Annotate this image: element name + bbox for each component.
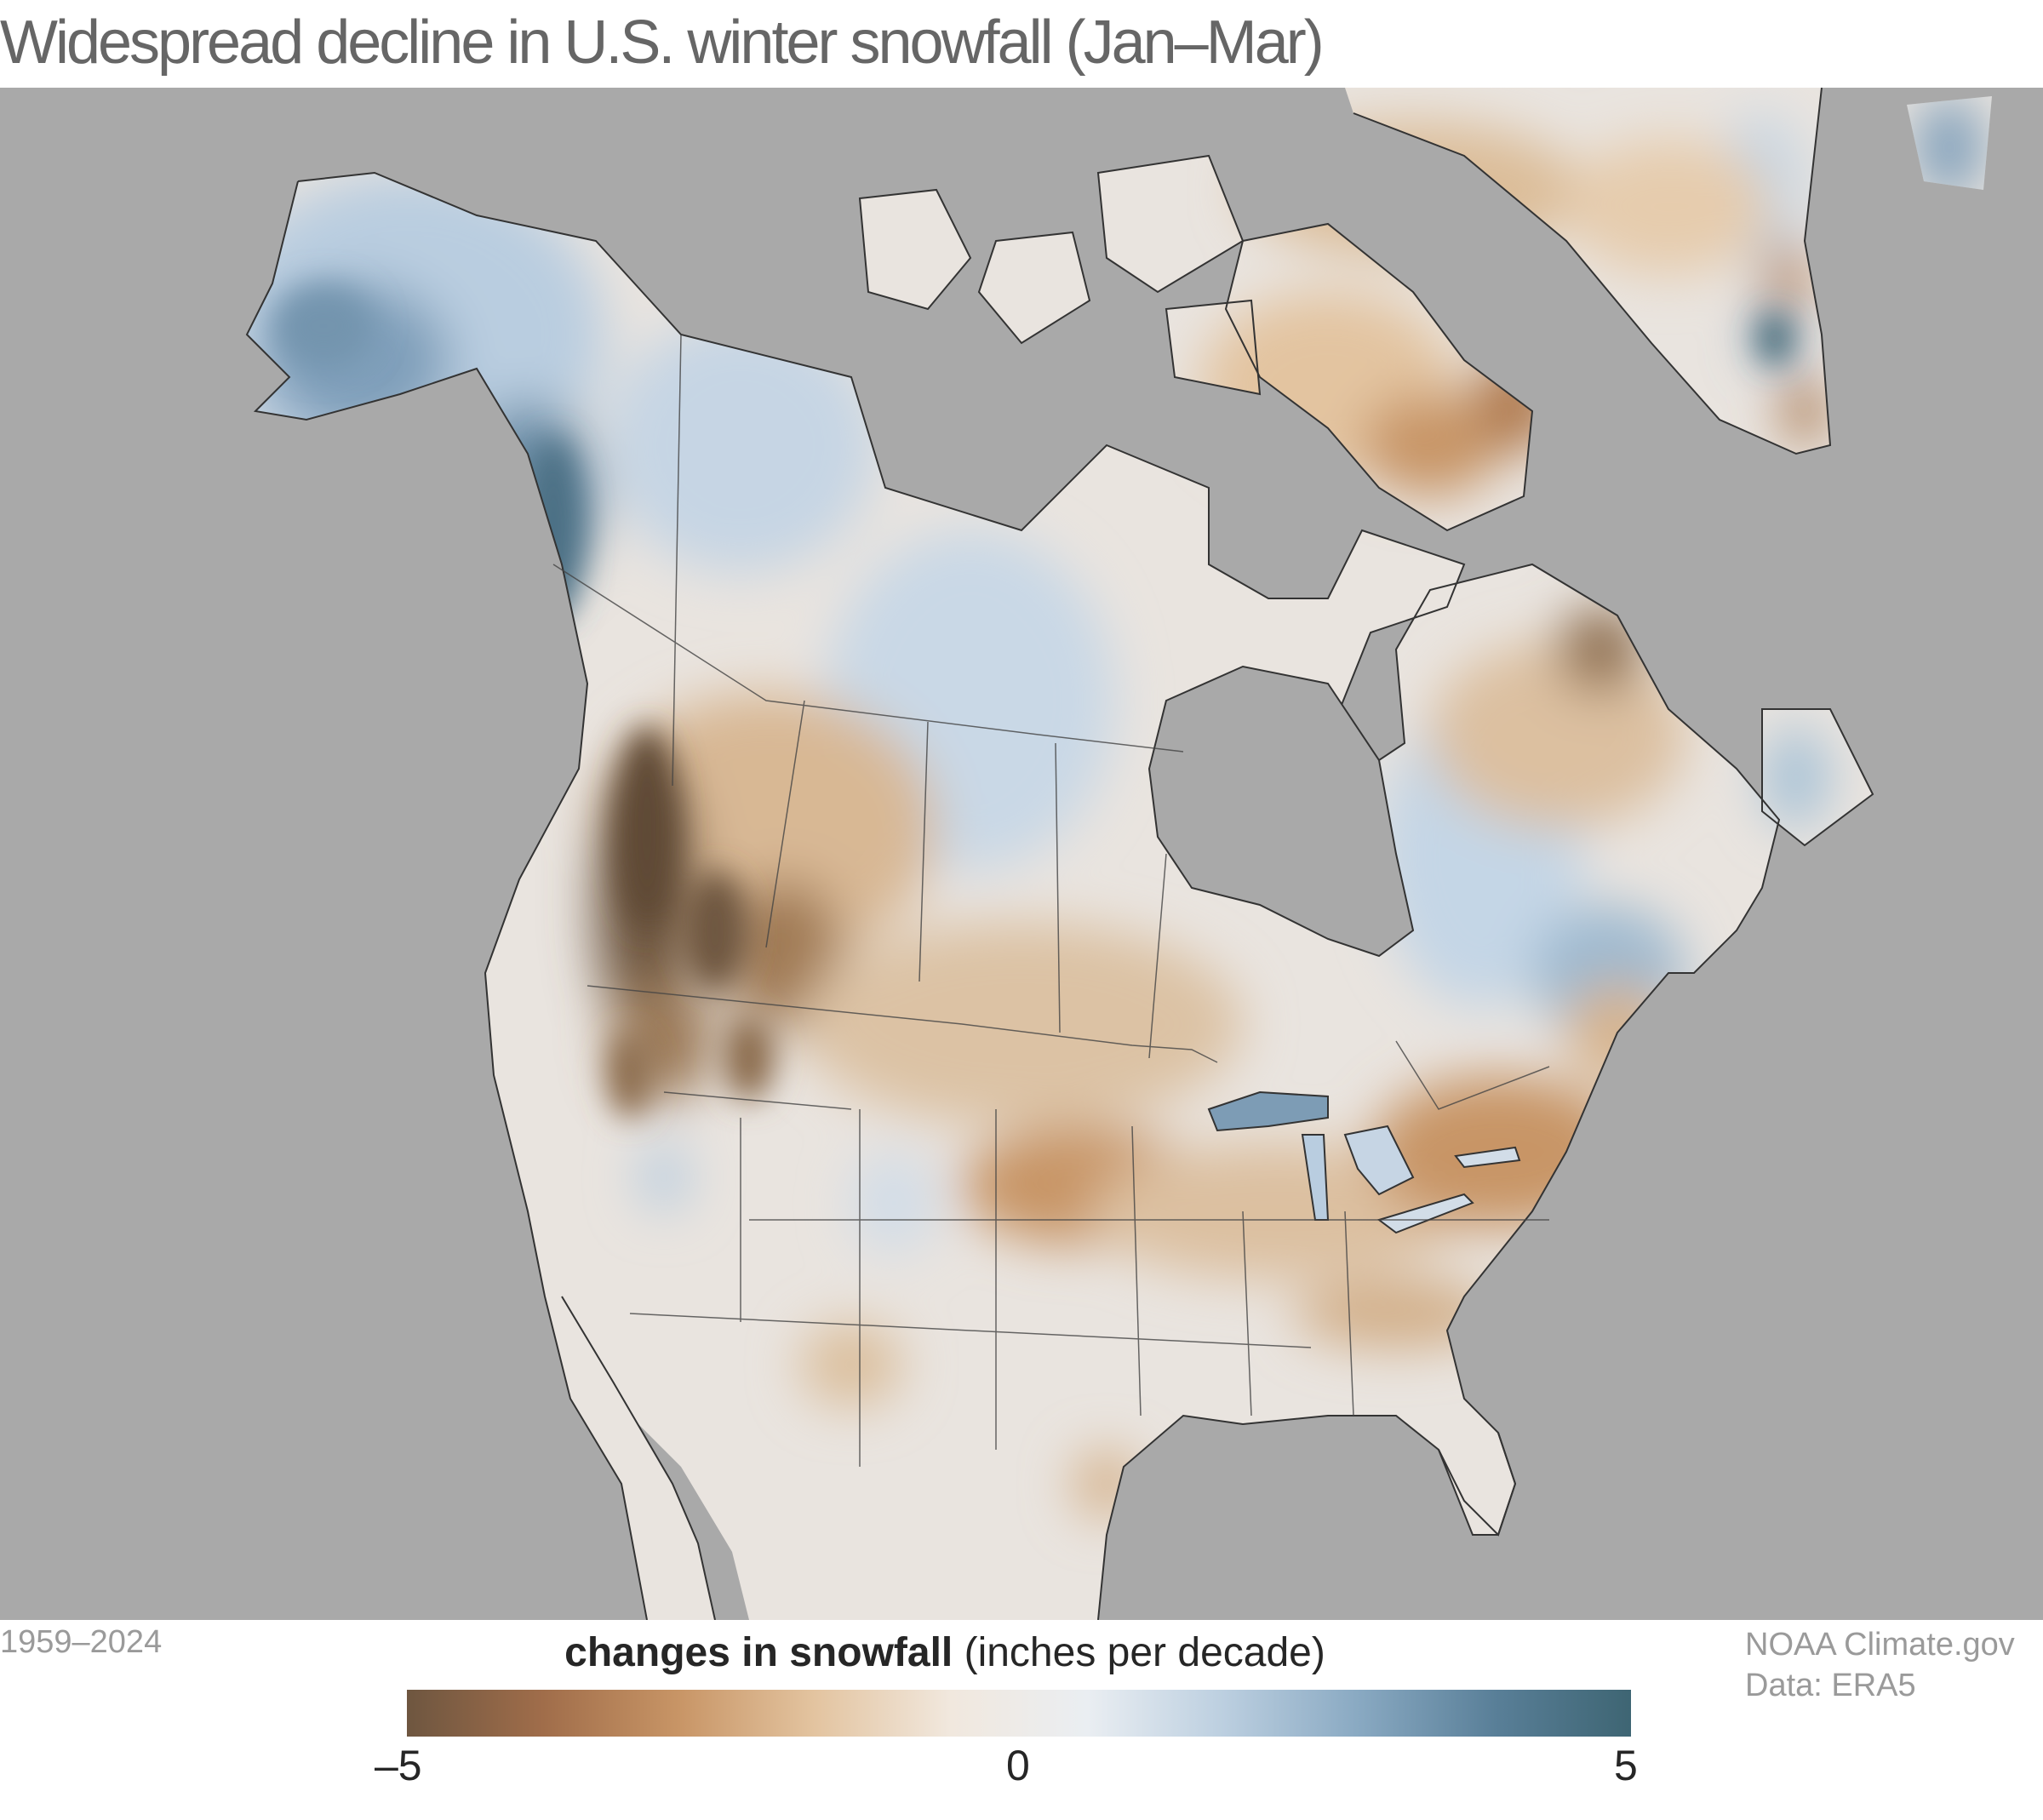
- legend-title: changes in snowfall (inches per decade): [375, 1629, 1515, 1676]
- legend-min-label: –5: [375, 1742, 422, 1789]
- credit-block: NOAA Climate.gov Data: ERA5: [1745, 1624, 2015, 1706]
- legend-title-units: (inches per decade): [953, 1630, 1325, 1675]
- legend-colorbar: [407, 1690, 1631, 1737]
- credit-source: NOAA Climate.gov: [1745, 1627, 2015, 1663]
- legend-title-bold: changes in snowfall: [564, 1630, 953, 1675]
- political-boundaries: [552, 334, 1550, 1467]
- credit-data: Data: ERA5: [1745, 1668, 1916, 1703]
- legend-mid-label: 0: [1006, 1742, 1030, 1789]
- land-color-field: [247, 88, 1992, 1620]
- period-label: 1959–2024: [0, 1624, 163, 1660]
- map-title: Widespread decline in U.S. winter snowfa…: [0, 9, 1325, 77]
- coastlines: [245, 88, 1874, 1620]
- snowfall-change-map: [0, 88, 2043, 1620]
- legend-max-label: 5: [1614, 1742, 1638, 1789]
